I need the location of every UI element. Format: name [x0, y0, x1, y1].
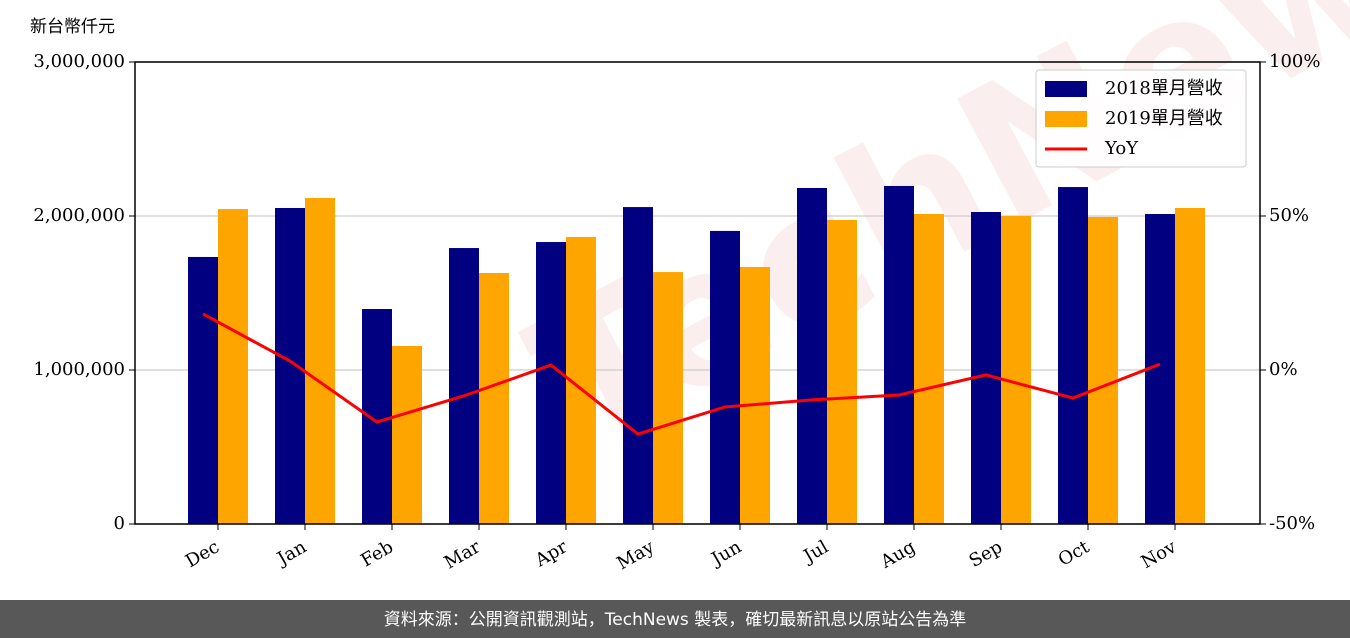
x-tick-label: Mar: [441, 536, 485, 573]
x-tick-label: Oct: [1055, 536, 1094, 571]
bar: [914, 213, 944, 525]
footer-bar: [0, 600, 1350, 638]
bar: [275, 207, 305, 524]
bar: [1058, 187, 1088, 524]
bar: [479, 272, 509, 524]
bar: [971, 211, 1001, 524]
bar: [827, 220, 857, 524]
bar: [623, 207, 653, 524]
legend-swatch: [1045, 111, 1087, 127]
x-tick-label: Jan: [272, 536, 310, 570]
bar: [653, 272, 683, 524]
legend-label: 2018單月營收: [1105, 78, 1223, 99]
y-tick-label: 0: [114, 513, 125, 534]
bar: [710, 230, 740, 525]
x-tick-label: Jul: [798, 536, 832, 568]
plot-frame: [134, 61, 1261, 525]
footer: 資料來源：公開資訊觀測站，TechNews 製表，確切最新訊息以原站公告為準: [384, 610, 966, 630]
legend-label: 2019單月營收: [1105, 108, 1223, 129]
x-tick-label: Nov: [1138, 536, 1181, 573]
y2-tick-label: -50%: [1269, 513, 1315, 534]
legend: 2018單月營收 2019單月營收 YoY: [1035, 69, 1247, 168]
bar: [449, 248, 479, 525]
x-tick-label: Feb: [357, 536, 397, 571]
x-tick-label: Jun: [706, 536, 745, 571]
y-tick-label: 1,000,000: [33, 359, 125, 380]
bar: [884, 185, 914, 524]
line: [202, 312, 1161, 436]
y2-tick-label: 100%: [1269, 51, 1320, 72]
y2-tick-label: 0%: [1269, 359, 1298, 380]
bar: [188, 256, 218, 524]
bar: [1001, 216, 1031, 524]
bar: [218, 209, 248, 524]
x-tick-label: Apr: [531, 536, 571, 571]
x-tick-label: May: [613, 536, 658, 574]
y-tick-label: 2,000,000: [33, 205, 125, 226]
y2-tick-label: 50%: [1269, 205, 1309, 226]
bar: [305, 197, 335, 524]
bar: [797, 187, 827, 525]
bar: [1088, 216, 1118, 524]
bar: [392, 345, 422, 524]
y-axis-label: 新台幣仟元: [30, 17, 115, 37]
legend-swatch: [1045, 81, 1087, 97]
legend-label: YoY: [1104, 138, 1139, 159]
bar: [1175, 207, 1205, 524]
x-tick-label: Aug: [876, 536, 919, 573]
bar: [536, 242, 566, 524]
legend-box: [1035, 69, 1247, 168]
x-tick-label: Dec: [182, 536, 223, 572]
y-tick-label: 3,000,000: [33, 51, 125, 72]
bar: [740, 266, 770, 524]
x-tick-label: Sep: [966, 536, 1006, 571]
